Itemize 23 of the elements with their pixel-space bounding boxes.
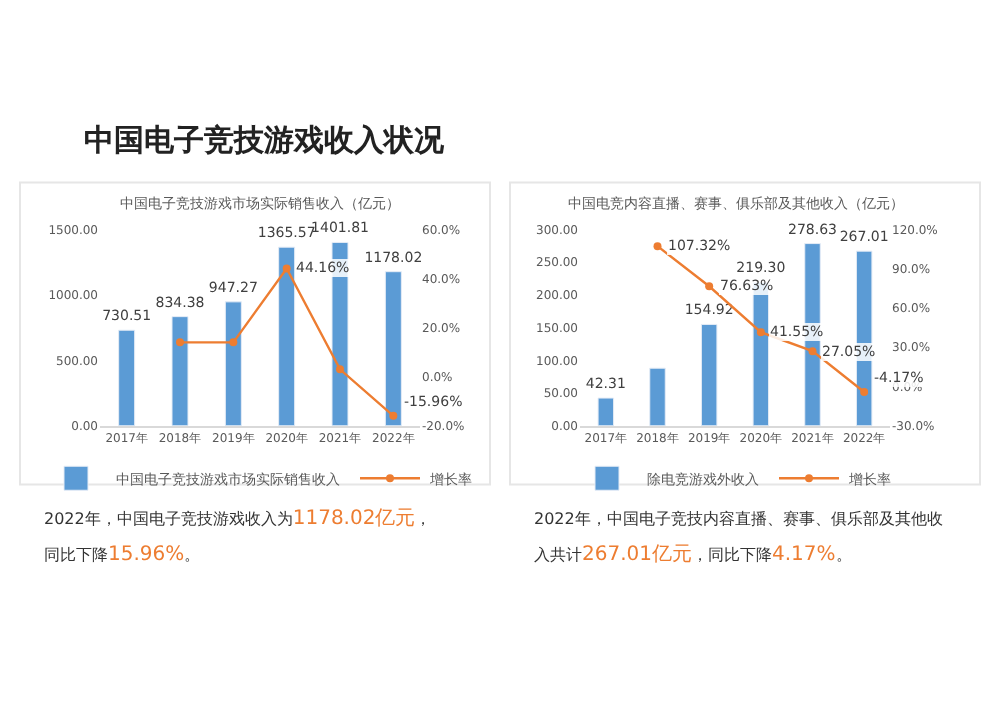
bar: [384, 271, 402, 426]
bar: [597, 397, 615, 426]
point: [336, 365, 344, 374]
point: [282, 264, 291, 273]
text: 2022年，中国电子竞技内容直播、赛事、俱乐部及其他收: [534, 510, 943, 528]
bar: [118, 329, 136, 426]
point: [229, 338, 238, 347]
chart-title: 中国电子竞技游戏收入状况: [84, 122, 446, 158]
bar: [171, 316, 189, 426]
bar: [700, 323, 718, 426]
point: [389, 411, 398, 420]
bar: [278, 246, 296, 426]
text: 同比下降15.96%。: [44, 544, 201, 566]
text: 入共计267.01亿元，同比下降4.17%。: [534, 544, 852, 566]
bar: [649, 367, 666, 426]
point: [705, 282, 714, 291]
point: [653, 242, 662, 251]
point: [756, 328, 765, 337]
point: [860, 387, 869, 396]
text: 2022年，中国电子竞技游戏收入为1178.02亿元，: [44, 508, 432, 530]
bar: [224, 301, 242, 426]
point: [808, 347, 817, 356]
point: [176, 338, 184, 347]
